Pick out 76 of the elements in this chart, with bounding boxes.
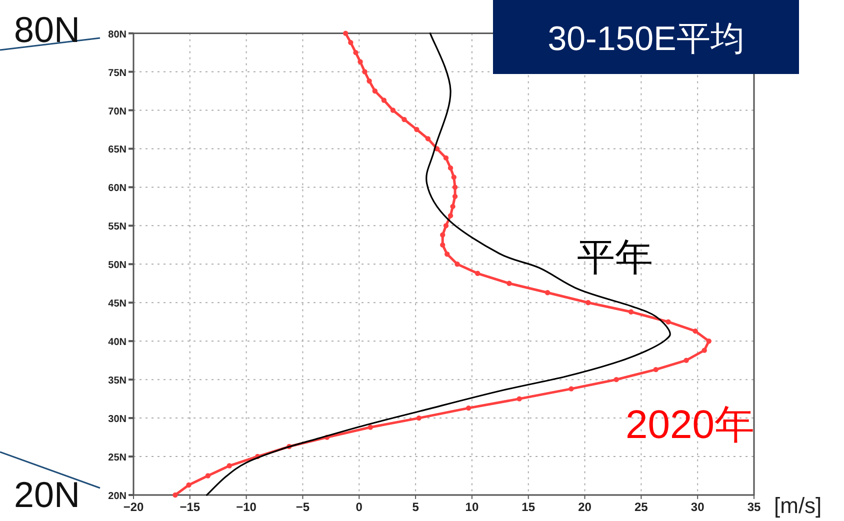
- y-tick-label: 40N: [108, 337, 126, 348]
- point: [358, 59, 363, 64]
- y-tick-label: 35N: [108, 376, 126, 387]
- x-tick-label: 0: [356, 500, 363, 514]
- x-tick-label: 20: [578, 500, 592, 514]
- y-tick-label: 60N: [108, 183, 126, 194]
- y-tick-label: 55N: [108, 222, 126, 233]
- point: [451, 174, 457, 180]
- x-tick-label: −15: [180, 500, 200, 514]
- point: [425, 136, 431, 142]
- point: [706, 338, 712, 344]
- point: [516, 396, 522, 402]
- point: [702, 348, 707, 353]
- x-tick-label: 15: [522, 500, 536, 514]
- x-tick-label: 10: [465, 500, 479, 514]
- y-tick-label: 45N: [108, 298, 126, 310]
- y-tick-label: 50N: [108, 260, 126, 272]
- point: [372, 88, 378, 94]
- point: [614, 376, 619, 382]
- point: [452, 184, 458, 190]
- text: 20N: [14, 474, 80, 515]
- point: [362, 69, 368, 74]
- x-tick-label: 5: [412, 500, 420, 514]
- point: [440, 232, 446, 238]
- point: [474, 270, 480, 276]
- point: [443, 155, 449, 161]
- point: [205, 473, 211, 478]
- point: [414, 126, 420, 132]
- x-tick-label: −10: [236, 500, 257, 514]
- point: [448, 213, 454, 218]
- x-tick-label: 30: [690, 500, 705, 514]
- point: [452, 194, 458, 200]
- y-tick-label: 30N: [108, 414, 126, 426]
- point: [353, 50, 358, 56]
- point: [684, 358, 689, 363]
- point: [440, 242, 446, 248]
- point: [653, 366, 658, 372]
- x-tick-label: 35: [747, 500, 761, 514]
- point: [172, 492, 178, 498]
- y-tick-label: 65N: [108, 144, 126, 156]
- x-tick-label: 25: [634, 500, 648, 514]
- y-tick-label: 25N: [108, 452, 126, 464]
- point: [348, 40, 354, 46]
- point: [450, 204, 456, 210]
- point: [544, 290, 550, 296]
- point: [402, 116, 407, 122]
- point: [390, 108, 396, 113]
- point: [368, 424, 374, 430]
- point: [628, 309, 634, 314]
- point: [366, 78, 372, 84]
- series-label: 2020年: [626, 403, 754, 447]
- x-tick-label: −20: [123, 500, 144, 514]
- point: [343, 30, 348, 36]
- point: [444, 252, 450, 257]
- y-tick-label: 70N: [108, 106, 126, 118]
- point: [692, 328, 698, 334]
- series-label: 平年: [577, 237, 653, 279]
- point: [506, 280, 512, 286]
- point: [586, 300, 591, 306]
- point: [568, 386, 574, 392]
- chart-title: 30-150E平均: [548, 20, 744, 58]
- text: 80N: [14, 9, 80, 50]
- point: [666, 319, 671, 324]
- y-tick-label: 80N: [108, 29, 126, 40]
- point: [466, 405, 472, 411]
- point: [454, 262, 460, 267]
- point: [226, 463, 232, 468]
- y-tick-label: 75N: [108, 68, 126, 79]
- x-axis-title: [m/s]: [774, 493, 822, 518]
- point: [416, 415, 422, 421]
- point: [186, 482, 192, 488]
- point: [381, 98, 387, 103]
- x-tick-label: −5: [296, 500, 310, 514]
- point: [443, 223, 449, 228]
- y-tick-label: 20N: [108, 491, 126, 502]
- point: [448, 165, 454, 171]
